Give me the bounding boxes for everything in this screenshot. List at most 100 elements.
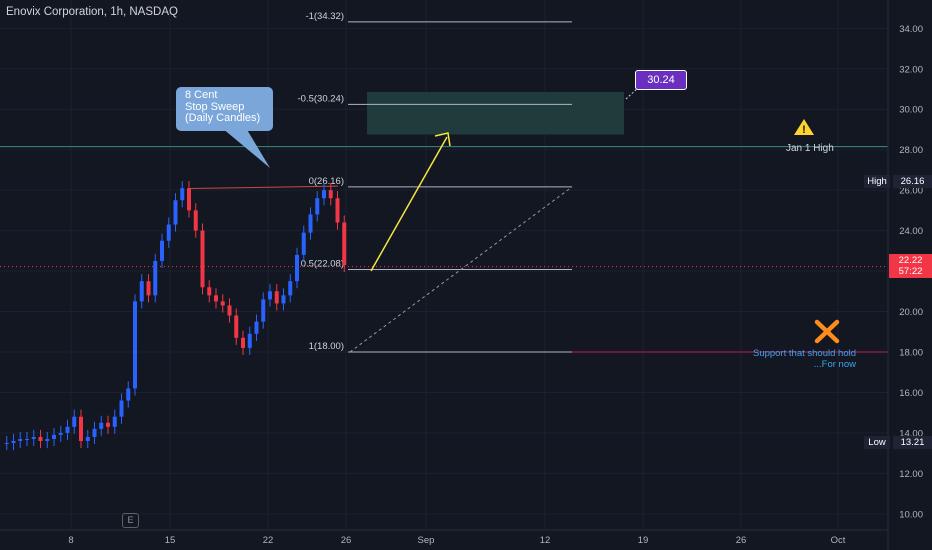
x-tick-label: 22	[263, 535, 274, 546]
candle-body	[160, 240, 164, 261]
candle-body	[45, 438, 50, 441]
x-tick-label: 15	[165, 535, 176, 546]
callout-line-1: 8 Cent	[185, 89, 218, 101]
candle-body	[328, 190, 333, 199]
candle-body	[288, 281, 293, 296]
support-line-2: ...For now	[813, 359, 856, 370]
candle-body	[58, 432, 63, 435]
candle-body	[153, 260, 158, 296]
y-tick-label: 32.00	[899, 64, 923, 75]
candle-body	[268, 291, 272, 300]
high-tag-value: 26.16	[893, 175, 932, 188]
low-tag-value: 13.21	[893, 436, 932, 449]
candle-body	[261, 299, 266, 322]
candle-body	[31, 436, 36, 439]
candle-body	[38, 436, 43, 441]
support-note: Support that should hold ...For now	[753, 348, 856, 370]
y-tick-label: 18.00	[899, 347, 923, 358]
bar-countdown: 57:22	[898, 266, 923, 277]
candle-body	[227, 305, 232, 316]
candle-body	[126, 388, 131, 401]
candle-body	[119, 400, 124, 417]
fib-level-label: -1(34.32)	[305, 11, 344, 22]
candle-body	[322, 190, 326, 199]
last-price-tag[interactable]: 22.22 57:22	[889, 254, 932, 278]
candle-body	[308, 214, 313, 233]
candle-body	[342, 222, 347, 265]
badge-connector	[625, 85, 641, 100]
x-tick-label: Sep	[418, 535, 435, 546]
candle-body	[85, 436, 90, 441]
candle-body	[106, 422, 110, 427]
candle-body	[301, 232, 306, 255]
candle-body	[207, 287, 212, 296]
x-tick-label: 8	[68, 535, 73, 546]
candle-body	[200, 230, 205, 288]
support-line-1: Support that should hold	[753, 348, 856, 359]
fib-level-label: 0.5(22.08)	[301, 258, 344, 269]
fib-level-label: 1(18.00)	[309, 341, 344, 352]
candle-body	[220, 301, 225, 306]
callout-line-2: Stop Sweep	[185, 100, 245, 113]
candle-body	[11, 440, 16, 444]
candle-body	[335, 198, 340, 223]
candle-body	[79, 416, 83, 441]
jan1-high-label: Jan 1 High	[786, 143, 834, 154]
y-tick-label: 30.00	[899, 105, 923, 116]
x-tick-label: 26	[341, 535, 352, 546]
y-tick-label: 16.00	[899, 388, 923, 399]
low-tag-label: Low	[864, 436, 890, 449]
candle-body	[112, 416, 117, 427]
candle-body	[193, 210, 198, 231]
y-tick-label: 10.00	[899, 509, 923, 520]
candle-body	[214, 295, 218, 302]
candle-body	[180, 188, 185, 201]
candle-body	[52, 434, 56, 439]
earnings-badge[interactable]: E	[122, 513, 139, 528]
fib-level-label: -0.5(30.24)	[298, 93, 344, 104]
x-tick-label: 19	[638, 535, 649, 546]
fib-trend-line	[349, 186, 573, 353]
target-zone	[367, 92, 624, 135]
y-tick-label: 24.00	[899, 226, 923, 237]
candle-body	[139, 281, 144, 302]
candle-body	[92, 428, 97, 437]
x-tick-label: 26	[736, 535, 747, 546]
candle-body	[254, 321, 259, 334]
callout-line-3: (Daily Candles)	[185, 112, 261, 124]
candle-body	[281, 295, 286, 304]
candle-body	[25, 438, 29, 440]
candle-body	[18, 438, 23, 441]
warning-icon-mark: !	[802, 124, 806, 136]
high-tag-label: High	[864, 175, 890, 188]
x-tick-label: 12	[540, 535, 551, 546]
price-levels: -1(34.32) -0.5(30.24) 0(26.16) 0.5(22.08) 1(…	[0, 11, 888, 353]
candle-body	[65, 426, 70, 433]
candle-body	[274, 291, 279, 304]
target-price-badge[interactable]: 30.24	[635, 70, 687, 90]
candle-body	[234, 315, 239, 338]
candle-body	[99, 422, 104, 429]
candle-body	[4, 443, 9, 445]
stop-sweep-callout[interactable]: 8 Cent Stop Sweep (Daily Candles)	[176, 87, 273, 131]
y-tick-label: 28.00	[899, 145, 923, 156]
fib-level-label: 0(26.16)	[309, 176, 344, 187]
x-mark-icon-b	[814, 319, 840, 344]
y-tick-label: 26.00	[899, 186, 923, 197]
callout-pointer	[222, 128, 270, 168]
swing-high-line	[189, 185, 339, 190]
y-tick-label: 12.00	[899, 469, 923, 480]
projection-arrow-head	[434, 132, 451, 147]
candle-body	[187, 188, 191, 211]
candle-body	[133, 301, 137, 389]
candles	[4, 181, 347, 451]
warning-icon	[794, 119, 814, 135]
candle-body	[173, 200, 178, 225]
candle-body	[295, 254, 299, 282]
projection-arrow	[370, 136, 448, 272]
x-tick-label: Oct	[831, 535, 846, 546]
